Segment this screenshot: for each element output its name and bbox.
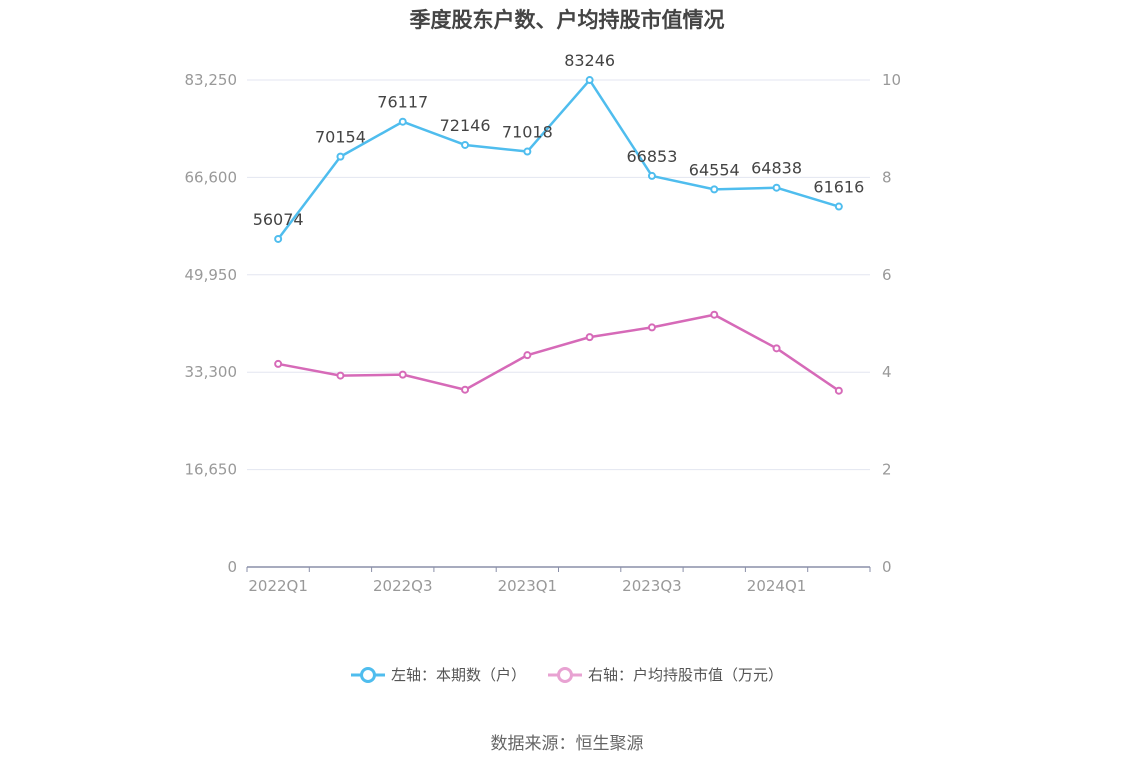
data-point-left (523, 147, 532, 156)
data-point-right (461, 385, 470, 394)
data-point-left (336, 152, 345, 161)
data-point-right (398, 370, 407, 379)
data-point-left (398, 117, 407, 126)
legend-left-label: 左轴：本期数（户） (390, 666, 526, 684)
data-point-right (274, 359, 283, 368)
x-tick-label: 2023Q1 (498, 577, 558, 595)
y-left-tick-label: 0 (227, 558, 237, 576)
data-point-left (461, 140, 470, 149)
legend-left-swatch-icon (350, 666, 385, 683)
data-label: 64554 (689, 160, 740, 179)
y-left-tick-label: 16,650 (185, 461, 238, 479)
y-left-tick-label: 49,950 (185, 266, 238, 284)
data-label: 61616 (813, 178, 864, 197)
data-point-left (647, 171, 656, 180)
data-point-right (647, 323, 656, 332)
legend-right-label: 右轴：户均持股市值（万元） (588, 666, 784, 684)
series-line-right (277, 313, 840, 392)
data-label: 71018 (502, 123, 553, 142)
legend-item-left-axis[interactable]: 左轴：本期数（户） (350, 664, 526, 685)
data-point-right (523, 351, 532, 360)
x-tick-label: 2022Q3 (373, 577, 433, 595)
data-point-left (274, 234, 283, 243)
data-label: 66853 (626, 147, 677, 166)
y-left-tick-label: 33,300 (185, 363, 238, 381)
data-point-right (336, 371, 345, 380)
x-tick-label: 2023Q3 (622, 577, 682, 595)
data-labels: 56074 70154 76117 72146 71018 83246 66853 64554… (253, 51, 865, 229)
y-right-tick-label: 2 (882, 461, 892, 479)
data-point-right (585, 333, 594, 342)
series-line-left (277, 78, 840, 240)
y-right-tick-label: 0 (882, 558, 892, 576)
data-point-right (772, 344, 781, 353)
data-point-left (710, 185, 719, 194)
x-tick-label: 2022Q1 (248, 577, 308, 595)
data-label: 72146 (440, 116, 491, 135)
chart-title: 季度股东户数、户均持股市值情况 (409, 8, 725, 32)
data-label: 76117 (377, 93, 428, 112)
data-point-left (772, 183, 781, 192)
y-right-tick-label: 8 (882, 168, 892, 186)
y-left-tick-label: 83,250 (185, 71, 238, 89)
y-right-tick-label: 10 (882, 71, 901, 89)
legend-item-right-axis[interactable]: 右轴：户均持股市值（万元） (548, 664, 783, 685)
y-right-tick-label: 6 (882, 266, 892, 284)
data-source: 数据来源：恒生聚源 (490, 734, 644, 754)
data-label: 56074 (253, 210, 304, 229)
x-tick-label: 2024Q1 (747, 577, 807, 595)
data-point-left (834, 202, 843, 211)
y-left-tick-label: 66,600 (185, 168, 238, 186)
legend: 左轴：本期数（户） 右轴：户均持股市值（万元） (0, 664, 1134, 685)
data-point-right (710, 310, 719, 319)
data-point-right (834, 386, 843, 395)
grid-lines (247, 79, 870, 471)
legend-right-swatch-icon (548, 666, 582, 683)
data-label: 64838 (751, 159, 802, 178)
series-lines (274, 76, 843, 395)
data-point-left (585, 76, 594, 85)
data-label: 83246 (564, 51, 615, 70)
data-label: 70154 (315, 128, 366, 147)
axes: 0 0 16,650 2 33,300 4 49,950 6 66,600 8 83,250 10 20… (185, 71, 902, 595)
y-right-tick-label: 4 (882, 363, 892, 381)
